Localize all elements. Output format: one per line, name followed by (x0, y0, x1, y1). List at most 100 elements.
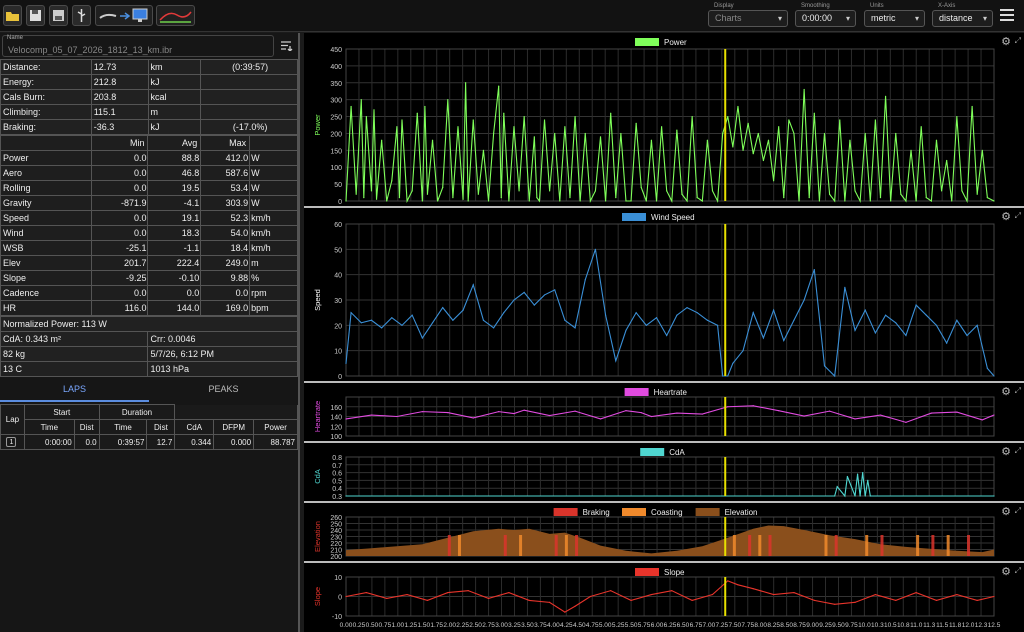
data-point (803, 299, 805, 301)
chart-panel-slope[interactable]: Slope -10 0 10 0.00 0.25 0.50 0.75 1.00 1.25 1.50 1… (304, 563, 1024, 632)
expand-icon[interactable]: ⤢ (1014, 446, 1021, 455)
expand-icon[interactable]: ⤢ (1014, 566, 1021, 575)
data-point (910, 149, 912, 151)
legend-swatch[interactable] (624, 388, 649, 396)
table-row[interactable]: 1 0:00:00 0.0 0:39:57 12.7 0.344 0.000 8… (0, 434, 298, 450)
data-point (426, 193, 429, 195)
summary-row: Braking: -36.3 kJ (-17.0%) (0, 119, 298, 135)
summary-unit: kJ (147, 119, 202, 135)
xaxis-select[interactable]: distance ▾ (932, 10, 993, 27)
units-select[interactable]: metric ▾ (864, 10, 925, 27)
y-tick-label: 240 (330, 528, 342, 535)
chart-panel-cda[interactable]: CdA 0.3 0.4 0.5 0.6 0.7 0.8 CdA ⚙ ⤢ (304, 443, 1024, 501)
legend-swatch[interactable] (622, 508, 646, 516)
panel-divider[interactable] (304, 381, 1024, 383)
y-tick-label: 0.4 (332, 486, 342, 493)
stats-avg: -1.1 (147, 240, 202, 256)
chart-panel-elevation[interactable]: Braking Coasting Elevation 200 210 220 230 240 2… (304, 503, 1024, 561)
list-filter-icon[interactable] (281, 41, 293, 51)
y-axis-label: Power (313, 114, 322, 136)
analysis-chart-button[interactable] (156, 5, 195, 26)
legend-label[interactable]: CdA (669, 448, 685, 457)
chart-panel-power[interactable]: Power 0 50 100 150 200 250 300 350 400 450 Power ⚙ ⤢ (304, 33, 1024, 206)
gear-icon[interactable]: ⚙ (1001, 36, 1011, 48)
x-tick-label: 0.00 (340, 622, 353, 629)
usb-button[interactable] (72, 5, 91, 26)
data-point (676, 314, 678, 316)
expand-icon[interactable]: ⤢ (1014, 506, 1021, 515)
tab-laps[interactable]: LAPS (0, 378, 149, 402)
data-point (823, 132, 826, 135)
smoothing-value: 0:00:00 (802, 13, 833, 23)
tab-peaks[interactable]: PEAKS (208, 384, 239, 394)
x-tick-label: 5.25 (612, 622, 625, 629)
legend-label[interactable]: Elevation (725, 508, 758, 517)
legend-swatch[interactable] (553, 508, 578, 516)
data-point (487, 200, 490, 202)
stats-unit: bpm (249, 300, 298, 316)
gear-icon[interactable]: ⚙ (1001, 566, 1011, 578)
smoothing-select[interactable]: 0:00:00 ▾ (795, 10, 856, 27)
panel-divider[interactable] (304, 441, 1024, 443)
data-point (828, 410, 831, 412)
panel-divider[interactable] (304, 206, 1024, 208)
data-point (605, 200, 607, 202)
legend-label[interactable]: Braking (583, 508, 610, 517)
chart-panel-heartrate[interactable]: Heartrate 100 120 140 160 Heartrate ⚙ ⤢ (304, 383, 1024, 441)
data-point (951, 200, 953, 202)
data-point (706, 139, 709, 141)
save-as-button[interactable] (49, 5, 68, 26)
data-point (844, 495, 846, 497)
legend-swatch[interactable] (695, 508, 720, 516)
y-tick-label: 40 (334, 273, 342, 280)
gear-icon[interactable]: ⚙ (1001, 446, 1011, 458)
gear-icon[interactable]: ⚙ (1001, 386, 1011, 398)
stats-row: Rolling 0.0 19.5 53.4 W (0, 180, 298, 196)
data-point (536, 197, 538, 199)
data-point (956, 593, 958, 596)
legend-swatch[interactable] (635, 38, 659, 46)
data-point (411, 190, 413, 192)
expand-icon[interactable]: ⤢ (1014, 211, 1021, 220)
y-tick-label: 0 (338, 199, 342, 206)
stats-name: Rolling (0, 180, 92, 196)
device-transfer-button[interactable] (95, 5, 153, 26)
legend-label[interactable]: Power (664, 38, 687, 47)
summary-name: Cals Burn: (0, 89, 92, 105)
data-point (803, 415, 805, 417)
lap-duration-dist: 12.7 (146, 434, 176, 450)
chart-panel-speed[interactable]: Wind Speed 0 10 20 30 40 50 60 Speed ⚙ ⤢ (304, 208, 1024, 381)
data-point (472, 417, 474, 419)
lap-number[interactable]: 1 (6, 437, 17, 447)
panel-divider[interactable] (304, 501, 1024, 503)
legend-swatch[interactable] (635, 568, 659, 576)
legend-label[interactable]: Wind Speed (651, 213, 695, 222)
data-point (905, 200, 907, 202)
y-axis-label: CdA (313, 469, 322, 484)
data-point (867, 479, 869, 481)
open-folder-button[interactable] (3, 5, 22, 26)
display-select[interactable]: Charts ▾ (708, 10, 788, 27)
legend-label[interactable]: Coasting (651, 508, 683, 517)
data-point (701, 413, 703, 415)
menu-icon[interactable] (1000, 9, 1014, 21)
gear-icon[interactable]: ⚙ (1001, 506, 1011, 518)
legend-swatch[interactable] (622, 213, 646, 221)
data-point (783, 339, 785, 342)
data-point (401, 324, 403, 326)
stats-max: 54.0 (200, 225, 251, 241)
file-name-field[interactable]: Name Velocomp_05_07_2026_1812_13_km.ibr (2, 35, 274, 57)
legend-label[interactable]: Slope (664, 568, 685, 577)
expand-icon[interactable]: ⤢ (1014, 386, 1021, 395)
stats-unit: km/h (249, 225, 298, 241)
data-point (426, 599, 429, 601)
summary-extra (200, 104, 298, 120)
legend-label[interactable]: Heartrate (654, 388, 688, 397)
gear-icon[interactable]: ⚙ (1001, 211, 1011, 223)
panel-divider[interactable] (304, 561, 1024, 563)
save-button[interactable] (26, 5, 45, 26)
x-tick-label: 9.00 (806, 622, 819, 629)
legend-swatch[interactable] (640, 448, 665, 456)
expand-icon[interactable]: ⤢ (1014, 36, 1021, 45)
data-point (976, 324, 978, 326)
